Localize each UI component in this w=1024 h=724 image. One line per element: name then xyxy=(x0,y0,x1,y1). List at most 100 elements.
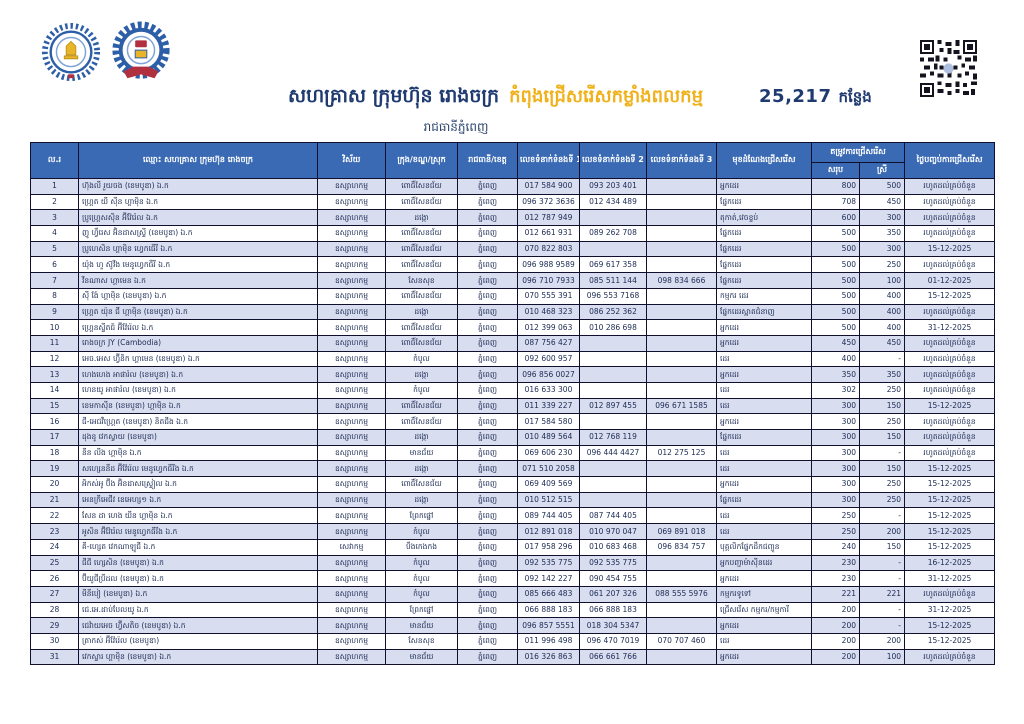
total-needed: 300 xyxy=(811,460,860,478)
district: ពោធិ៍សែនជ័យ xyxy=(385,240,458,258)
row-number: 16 xyxy=(30,413,79,430)
contact-3 xyxy=(646,350,717,368)
table-row: 20 អិកស់អូ ប៊ីង អ៊ិនដាសស្រ្ទៀល ឯ.ក ឧស្សាហក… xyxy=(30,476,996,493)
district: កំបូល xyxy=(385,570,458,587)
district: ដង្កោ xyxy=(385,303,458,321)
end-date: 01-12-2025 xyxy=(904,272,996,289)
contact-1: 085 666 483 xyxy=(517,585,580,603)
contact-3 xyxy=(646,178,717,195)
total-needed: 500 xyxy=(811,303,860,321)
province: ភ្នំពេញ xyxy=(457,413,518,430)
position: ផ្នែកដេរ xyxy=(716,240,812,258)
end-date: រហូតដល់គ្រប់ចំនួន xyxy=(904,178,996,195)
table-row: 14 ហេនយូ អាផារ៉ល (ខេមបូឌា) ឯ.ក ឧស្សាហកម្មក… xyxy=(30,381,996,399)
contact-1: 096 710 7933 xyxy=(517,272,580,289)
district: កំបូល xyxy=(385,585,458,603)
female-needed: - xyxy=(858,507,906,525)
row-number: 27 xyxy=(30,585,79,603)
contact-2: 096 553 7168 xyxy=(579,287,647,305)
table-row: 22 សែន ដា ហេង យីន ហ្គាម៉ិន ឯ.ក ឧស្សាហកម្មព… xyxy=(30,507,996,525)
total-needed: 300 xyxy=(811,429,860,446)
company-name: ប្រូហេសិន ហ្គាម៉ិន ហ្វេកធើរី ឯ.ក xyxy=(78,240,318,258)
contact-3 xyxy=(646,491,717,509)
company-name: ហ៊ុងលី រួយចង (ខេមបូឌា) ឯ.ក xyxy=(78,178,318,195)
sector: ឧស្សាហកម្ម xyxy=(317,350,386,368)
district: ដង្កោ xyxy=(385,460,458,478)
position: តុកាត់,វេចខ្ចប់ xyxy=(716,209,812,227)
total-needed: 500 xyxy=(811,240,860,258)
contact-1: 010 489 564 xyxy=(517,429,580,446)
sector: ឧស្សាហកម្ម xyxy=(317,601,386,619)
position: ដេរ xyxy=(716,350,812,368)
end-date: 15-12-2025 xyxy=(904,240,996,258)
company-name: អេច.អេស ហ្វ៊ីនិក ហ្គាមេន (ខេមបូឌា) ឯ.ក xyxy=(78,350,318,368)
table-row: 10 ហ្គ្រេនស្ទីតជ៍ អ៊ីវ៉ែរ៉េល ឯ.ក ឧស្សាហកម្… xyxy=(30,319,996,336)
end-date: រហូតដល់គ្រប់ចំនួន xyxy=(904,381,996,399)
province: ភ្នំពេញ xyxy=(457,585,518,603)
female-needed: 150 xyxy=(858,429,906,446)
sector: ឧស្សាហកម្ម xyxy=(317,570,386,587)
title-main: សហគ្រាស ក្រុមហ៊ុន រោងចក្រ xyxy=(288,85,500,107)
end-date: រហូតដល់គ្រប់ចំនួន xyxy=(904,585,996,603)
vacancy-unit: កន្លែង xyxy=(838,88,872,106)
table-row: 18 នីន លីង ហ្គាម៉ិន ឯ.ក ឧស្សាហកម្ម មានជ័យ ភ្… xyxy=(30,444,996,462)
total-needed: 250 xyxy=(811,507,860,525)
female-needed: 250 xyxy=(858,413,906,430)
row-number: 29 xyxy=(30,617,79,634)
contact-1: 070 555 391 xyxy=(517,287,580,305)
row-number: 19 xyxy=(30,460,79,478)
contact-3 xyxy=(646,303,717,321)
contact-2 xyxy=(579,413,647,430)
female-needed: 350 xyxy=(858,366,906,383)
province: ភ្នំពេញ xyxy=(457,240,518,258)
company-name: ហេនយូ អាផារ៉ល (ខេមបូឌា) ឯ.ក xyxy=(78,381,318,399)
contact-3: 096 834 757 xyxy=(646,538,717,556)
row-number: 6 xyxy=(30,256,79,274)
company-name: ហ្គ្រេត យ៉ុន ជី ហ្គាម៉ិន (ខេមបូឌា) ឯ.ក xyxy=(78,303,318,321)
position: អ្នកដេរ xyxy=(716,648,812,666)
contact-2: 096 444 4427 xyxy=(579,444,647,462)
company-name: អិកស់អូ ប៊ីង អ៊ិនដាសស្រ្ទៀល ឯ.ក xyxy=(78,476,318,493)
row-number: 13 xyxy=(30,366,79,383)
province: ភ្នំពេញ xyxy=(457,350,518,368)
contact-2: 010 286 698 xyxy=(579,319,647,336)
row-number: 10 xyxy=(30,319,79,336)
row-number: 5 xyxy=(30,240,79,258)
female-needed: - xyxy=(858,617,906,634)
contact-2: 012 897 455 xyxy=(579,397,647,415)
contact-2: 069 617 358 xyxy=(579,256,647,274)
province: ភ្នំពេញ xyxy=(457,570,518,587)
position: បុគ្គលិកផ្នែកដឹកជញ្ជូន xyxy=(716,538,812,556)
row-number: 18 xyxy=(30,444,79,462)
end-date: 31-12-2025 xyxy=(904,601,996,619)
contact-2: 012 768 119 xyxy=(579,429,647,446)
province: ភ្នំពេញ xyxy=(457,507,518,525)
total-needed: 200 xyxy=(811,648,860,666)
contact-3 xyxy=(646,287,717,305)
company-name: នីន លីង ហ្គាម៉ិន ឯ.ក xyxy=(78,444,318,462)
female-needed: - xyxy=(858,554,906,572)
contact-2: 012 434 489 xyxy=(579,193,647,211)
header-no: ល.រ xyxy=(30,142,79,179)
contact-1: 092 600 957 xyxy=(517,350,580,368)
end-date: រហូតដល់គ្រប់ចំនួន xyxy=(904,193,996,211)
position: អ្នកដេរ xyxy=(716,366,812,383)
total-needed: 800 xyxy=(811,178,860,195)
female-needed: 300 xyxy=(858,240,906,258)
sector: ឧស្សាហកម្ម xyxy=(317,209,386,227)
total-needed: 500 xyxy=(811,287,860,305)
end-date: រហូតដល់គ្រប់ចំនួន xyxy=(904,429,996,446)
table-row: 23 អូសិន អ៊ីវ៉ែរ៉េល មេនូហ្វេកធីរីង ឯ.ក ឧស្… xyxy=(30,523,996,540)
position: ផ្នែកដេរស្អាតជំនាញ xyxy=(716,303,812,321)
contact-3 xyxy=(646,413,717,430)
table-row: 16 ជី-អេជវឺហ្គ្រេត (ខេមបូឌា) និតជីង ឯ.ក ឧស… xyxy=(30,413,996,430)
district: ពោធិ៍សែនជ័យ xyxy=(385,476,458,493)
contact-1: 017 958 296 xyxy=(517,538,580,556)
company-name: អូសិន អ៊ីវ៉ែរ៉េល មេនូហ្វេកធីរីង ឯ.ក xyxy=(78,523,318,540)
contact-2 xyxy=(579,476,647,493)
contact-1: 092 535 775 xyxy=(517,554,580,572)
row-number: 8 xyxy=(30,287,79,305)
sector: ឧស្សាហកម្ម xyxy=(317,444,386,462)
female-needed: 400 xyxy=(858,319,906,336)
